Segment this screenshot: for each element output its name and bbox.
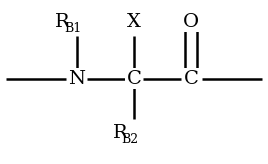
- Text: O: O: [183, 13, 199, 31]
- Text: C: C: [184, 70, 199, 88]
- Text: B2: B2: [122, 133, 139, 146]
- Text: R: R: [55, 13, 70, 31]
- Text: R: R: [113, 124, 128, 142]
- Text: C: C: [126, 70, 142, 88]
- Text: N: N: [68, 70, 85, 88]
- Text: B1: B1: [64, 22, 81, 35]
- Text: X: X: [127, 13, 141, 31]
